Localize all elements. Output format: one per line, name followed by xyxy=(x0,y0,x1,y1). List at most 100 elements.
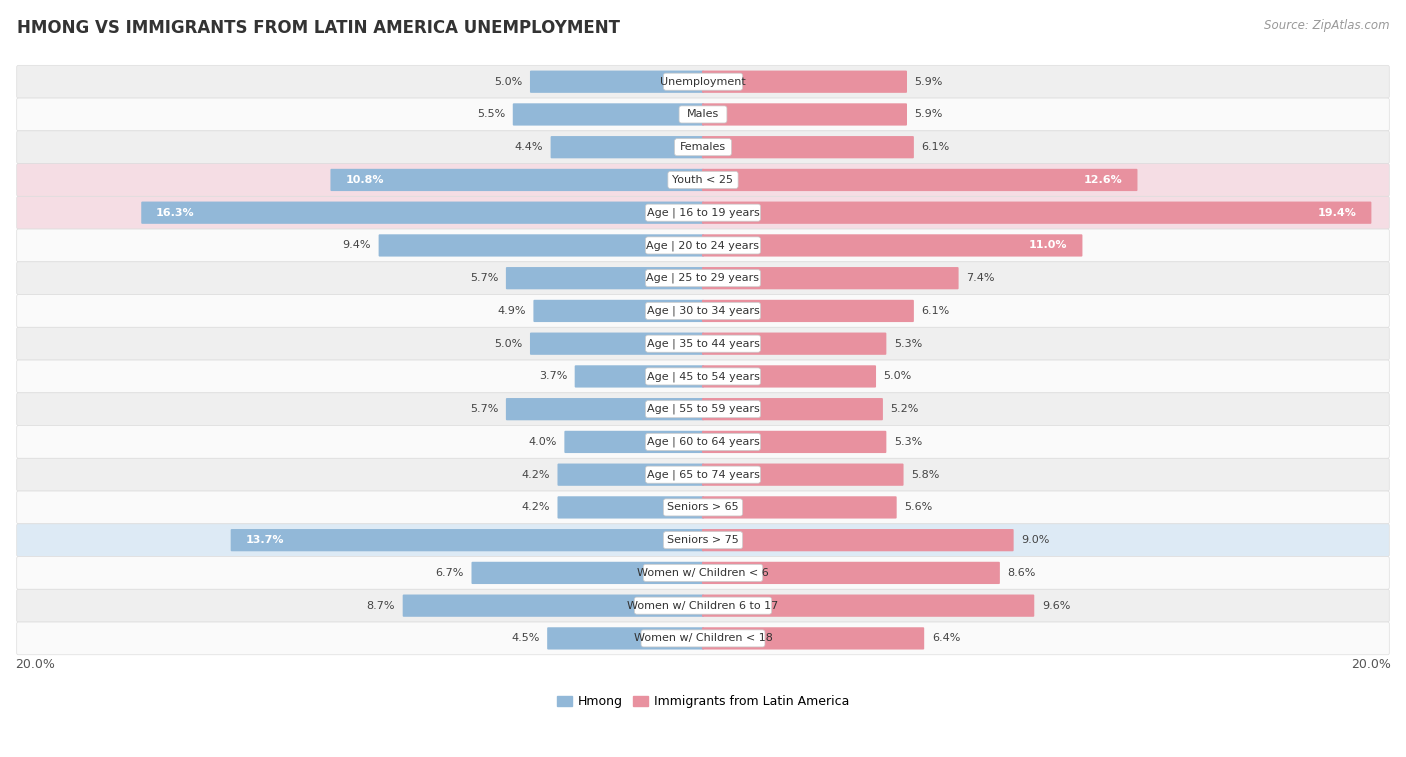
FancyBboxPatch shape xyxy=(558,463,704,486)
FancyBboxPatch shape xyxy=(702,332,886,355)
Text: 6.1%: 6.1% xyxy=(921,142,949,152)
FancyBboxPatch shape xyxy=(402,594,704,617)
FancyBboxPatch shape xyxy=(702,628,924,650)
FancyBboxPatch shape xyxy=(17,491,1389,524)
Text: Females: Females xyxy=(681,142,725,152)
Text: 16.3%: 16.3% xyxy=(156,207,194,218)
FancyBboxPatch shape xyxy=(645,335,761,352)
FancyBboxPatch shape xyxy=(231,529,704,551)
Text: Women w/ Children < 18: Women w/ Children < 18 xyxy=(634,634,772,643)
FancyBboxPatch shape xyxy=(17,393,1389,425)
FancyBboxPatch shape xyxy=(471,562,704,584)
FancyBboxPatch shape xyxy=(564,431,704,453)
FancyBboxPatch shape xyxy=(513,103,704,126)
FancyBboxPatch shape xyxy=(17,622,1389,655)
FancyBboxPatch shape xyxy=(330,169,704,191)
Text: 11.0%: 11.0% xyxy=(1029,241,1067,251)
Text: Age | 55 to 59 years: Age | 55 to 59 years xyxy=(647,404,759,414)
FancyBboxPatch shape xyxy=(17,327,1389,360)
FancyBboxPatch shape xyxy=(645,466,761,483)
FancyBboxPatch shape xyxy=(17,98,1389,131)
Text: Males: Males xyxy=(688,110,718,120)
FancyBboxPatch shape xyxy=(664,531,742,549)
Text: Source: ZipAtlas.com: Source: ZipAtlas.com xyxy=(1264,19,1389,32)
Text: 8.6%: 8.6% xyxy=(1008,568,1036,578)
FancyBboxPatch shape xyxy=(702,431,886,453)
FancyBboxPatch shape xyxy=(702,267,959,289)
FancyBboxPatch shape xyxy=(645,204,761,221)
Text: 5.3%: 5.3% xyxy=(894,338,922,349)
FancyBboxPatch shape xyxy=(702,398,883,420)
FancyBboxPatch shape xyxy=(702,103,907,126)
Text: 13.7%: 13.7% xyxy=(246,535,284,545)
FancyBboxPatch shape xyxy=(634,597,772,614)
Text: Age | 16 to 19 years: Age | 16 to 19 years xyxy=(647,207,759,218)
Text: 4.0%: 4.0% xyxy=(529,437,557,447)
Text: 6.4%: 6.4% xyxy=(932,634,960,643)
FancyBboxPatch shape xyxy=(702,201,1371,224)
FancyBboxPatch shape xyxy=(679,106,727,123)
Text: Age | 30 to 34 years: Age | 30 to 34 years xyxy=(647,306,759,316)
FancyBboxPatch shape xyxy=(17,458,1389,491)
Text: Age | 60 to 64 years: Age | 60 to 64 years xyxy=(647,437,759,447)
FancyBboxPatch shape xyxy=(17,589,1389,622)
FancyBboxPatch shape xyxy=(547,628,704,650)
FancyBboxPatch shape xyxy=(17,294,1389,327)
Text: 5.2%: 5.2% xyxy=(890,404,920,414)
FancyBboxPatch shape xyxy=(702,594,1035,617)
FancyBboxPatch shape xyxy=(702,300,914,322)
Text: Women w/ Children 6 to 17: Women w/ Children 6 to 17 xyxy=(627,600,779,611)
FancyBboxPatch shape xyxy=(664,73,742,90)
Text: Youth < 25: Youth < 25 xyxy=(672,175,734,185)
Text: 4.2%: 4.2% xyxy=(522,469,550,480)
FancyBboxPatch shape xyxy=(530,70,704,93)
FancyBboxPatch shape xyxy=(702,463,904,486)
FancyBboxPatch shape xyxy=(641,630,765,647)
Text: 5.0%: 5.0% xyxy=(494,76,523,87)
Text: 5.0%: 5.0% xyxy=(883,372,912,382)
FancyBboxPatch shape xyxy=(645,400,761,418)
FancyBboxPatch shape xyxy=(533,300,704,322)
FancyBboxPatch shape xyxy=(644,565,762,581)
Text: Age | 45 to 54 years: Age | 45 to 54 years xyxy=(647,371,759,382)
FancyBboxPatch shape xyxy=(17,196,1389,229)
Text: Age | 20 to 24 years: Age | 20 to 24 years xyxy=(647,240,759,251)
Text: 5.5%: 5.5% xyxy=(477,110,505,120)
Text: 3.7%: 3.7% xyxy=(538,372,567,382)
Text: 4.2%: 4.2% xyxy=(522,503,550,512)
FancyBboxPatch shape xyxy=(645,434,761,450)
FancyBboxPatch shape xyxy=(378,235,704,257)
FancyBboxPatch shape xyxy=(702,529,1014,551)
Text: 5.9%: 5.9% xyxy=(914,110,943,120)
Text: Seniors > 75: Seniors > 75 xyxy=(666,535,740,545)
FancyBboxPatch shape xyxy=(17,425,1389,458)
Text: 6.7%: 6.7% xyxy=(436,568,464,578)
Text: 5.7%: 5.7% xyxy=(470,273,498,283)
Text: 5.0%: 5.0% xyxy=(494,338,523,349)
FancyBboxPatch shape xyxy=(575,366,704,388)
FancyBboxPatch shape xyxy=(675,139,731,156)
FancyBboxPatch shape xyxy=(17,131,1389,164)
Text: 5.9%: 5.9% xyxy=(914,76,943,87)
FancyBboxPatch shape xyxy=(702,366,876,388)
FancyBboxPatch shape xyxy=(702,497,897,519)
FancyBboxPatch shape xyxy=(17,229,1389,262)
FancyBboxPatch shape xyxy=(17,262,1389,294)
Text: 5.6%: 5.6% xyxy=(904,503,932,512)
Text: 4.4%: 4.4% xyxy=(515,142,543,152)
Text: 4.9%: 4.9% xyxy=(498,306,526,316)
FancyBboxPatch shape xyxy=(702,70,907,93)
FancyBboxPatch shape xyxy=(558,497,704,519)
Text: 8.7%: 8.7% xyxy=(367,600,395,611)
Text: 20.0%: 20.0% xyxy=(1351,658,1391,671)
FancyBboxPatch shape xyxy=(645,302,761,319)
Text: 5.7%: 5.7% xyxy=(470,404,498,414)
FancyBboxPatch shape xyxy=(506,267,704,289)
FancyBboxPatch shape xyxy=(664,499,742,516)
FancyBboxPatch shape xyxy=(645,368,761,385)
Text: Unemployment: Unemployment xyxy=(661,76,745,87)
FancyBboxPatch shape xyxy=(17,65,1389,98)
Legend: Hmong, Immigrants from Latin America: Hmong, Immigrants from Latin America xyxy=(551,690,855,713)
Text: 10.8%: 10.8% xyxy=(346,175,384,185)
FancyBboxPatch shape xyxy=(17,556,1389,589)
